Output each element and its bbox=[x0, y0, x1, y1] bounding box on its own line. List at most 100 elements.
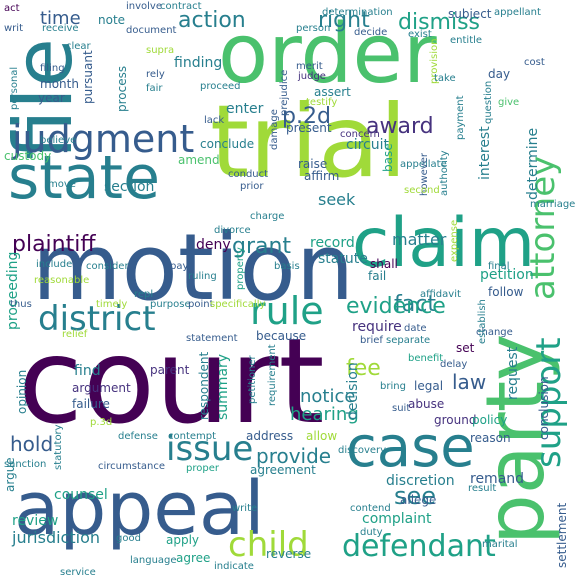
word-award: award bbox=[366, 114, 434, 139]
word-grant: grant bbox=[232, 234, 292, 259]
word-brief: brief bbox=[360, 335, 383, 346]
word-basis: basis bbox=[274, 261, 300, 272]
word-issue: issue bbox=[166, 429, 254, 469]
word-affirm: affirm bbox=[304, 169, 340, 183]
word-finding: finding bbox=[174, 55, 223, 71]
word-fair: fair bbox=[146, 83, 163, 94]
word-abuse: abuse bbox=[408, 397, 445, 411]
word-section: section bbox=[104, 179, 155, 195]
word-move: move bbox=[48, 179, 76, 190]
word-establish: establish bbox=[477, 299, 488, 344]
word-amend: amend bbox=[178, 153, 220, 167]
word-reasonable: reasonable bbox=[34, 275, 90, 286]
word-shall: shall bbox=[370, 257, 398, 271]
word-order: order bbox=[218, 7, 437, 102]
word-relief: relief bbox=[62, 329, 88, 340]
word-present: present bbox=[286, 121, 332, 135]
word-time: time bbox=[40, 8, 81, 29]
word-parent: parent bbox=[150, 363, 190, 377]
word-claim: claim bbox=[352, 204, 536, 283]
word-rely: rely bbox=[146, 69, 165, 80]
word-petition: petition bbox=[480, 267, 534, 283]
word-fact: fact bbox=[394, 292, 436, 317]
word-opinion: opinion bbox=[15, 369, 29, 414]
word-jurisdiction: jurisdiction bbox=[12, 528, 100, 547]
word-conduct: conduct bbox=[228, 169, 269, 180]
word-give: give bbox=[498, 97, 520, 108]
word-prior: prior bbox=[240, 181, 264, 192]
word-petitioner: petitioner bbox=[247, 355, 258, 404]
word-cost: cost bbox=[524, 57, 545, 68]
word-argument: argument bbox=[72, 381, 131, 395]
word-record: record bbox=[310, 235, 355, 251]
word-appeal: appeal bbox=[14, 466, 265, 552]
word-action: action bbox=[178, 8, 246, 33]
word-p-2d: p.2d bbox=[282, 104, 331, 129]
word-evidence: evidence bbox=[346, 294, 446, 319]
word-date: date bbox=[404, 323, 427, 334]
word-rule: rule bbox=[250, 289, 324, 333]
word-state: state bbox=[8, 143, 160, 213]
word-reverse: reverse bbox=[266, 547, 312, 561]
word-timely: timely bbox=[96, 299, 128, 310]
word-set: set bbox=[456, 341, 475, 355]
word-follow: follow bbox=[488, 285, 524, 299]
word-bring: bring bbox=[380, 381, 406, 392]
word-ruling: ruling bbox=[188, 271, 217, 282]
word-thus: thus bbox=[10, 299, 32, 310]
word-authority: authority bbox=[439, 150, 450, 196]
word-supra: supra bbox=[146, 45, 175, 56]
word-dismiss: dismiss bbox=[398, 10, 481, 35]
word-require: require bbox=[352, 319, 402, 335]
word-language: language bbox=[130, 555, 177, 566]
word-month: month bbox=[40, 77, 79, 91]
word-fee: fee bbox=[346, 356, 381, 381]
word-pay: pay bbox=[170, 261, 189, 272]
word-take: take bbox=[434, 73, 456, 84]
word-plaintiff: plaintiff bbox=[12, 232, 96, 257]
word-requirement: requirement bbox=[267, 344, 278, 406]
word-statute: statute bbox=[318, 251, 368, 267]
word-interest: interest bbox=[477, 126, 493, 180]
word-conclude: conclude bbox=[200, 137, 255, 151]
word-enter: enter bbox=[226, 101, 264, 117]
word-law: law bbox=[452, 370, 487, 394]
word-affidavit: affidavit bbox=[420, 289, 461, 300]
word-change: change bbox=[476, 327, 513, 338]
word-respondent: respondent bbox=[197, 351, 211, 420]
word-proceeding: proceeding bbox=[5, 251, 21, 330]
word-involve: involve bbox=[126, 1, 163, 12]
word-lack: lack bbox=[204, 115, 225, 126]
word-agreement: agreement bbox=[250, 463, 316, 477]
word-person: person bbox=[296, 23, 331, 34]
word-reason: reason bbox=[470, 431, 511, 445]
word-contempt: contempt bbox=[168, 431, 217, 442]
word-sanction: sanction bbox=[4, 459, 47, 470]
word-court: court bbox=[18, 312, 325, 450]
word-judge: judge bbox=[298, 71, 326, 82]
word-statement: statement bbox=[186, 333, 238, 344]
word-divorce: divorce bbox=[214, 225, 251, 236]
word-second: second bbox=[404, 185, 440, 196]
word-entitle: entitle bbox=[450, 35, 483, 46]
word-prejudice: prejudice bbox=[279, 69, 290, 116]
word-child: child bbox=[228, 525, 309, 565]
word-determine: determine bbox=[525, 127, 541, 200]
word-defendant: defendant bbox=[342, 529, 496, 564]
word-act: act bbox=[4, 3, 20, 14]
word-contract: contract bbox=[160, 1, 202, 12]
word-writ: writ bbox=[4, 23, 23, 34]
word-request: request bbox=[505, 346, 521, 400]
word-counsel: counsel bbox=[54, 487, 108, 503]
word-purpose: purpose bbox=[150, 299, 191, 310]
word-because: because bbox=[256, 329, 307, 343]
word-exist: exist bbox=[408, 29, 432, 40]
word-include: include bbox=[36, 259, 73, 270]
word-right: right bbox=[318, 8, 370, 33]
word-merit: merit bbox=[296, 61, 323, 72]
word-assert: assert bbox=[314, 85, 351, 99]
word-delay: delay bbox=[440, 359, 468, 370]
word-proper: proper bbox=[186, 463, 219, 474]
word-appellant: appellant bbox=[494, 7, 541, 18]
word-service: service bbox=[60, 567, 96, 576]
